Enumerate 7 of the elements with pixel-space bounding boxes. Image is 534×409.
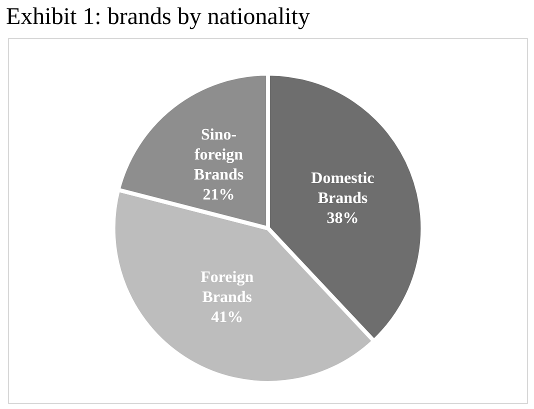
slice-label: Domestic Brands <box>311 170 374 208</box>
chart-title: Exhibit 1: brands by nationality <box>5 3 311 32</box>
slice-label: Sino-foreign Brands <box>194 126 244 184</box>
data-label: 38% <box>326 210 359 228</box>
data-label: 21% <box>202 186 235 204</box>
slice-label: Foreign Brands <box>200 268 254 306</box>
data-label: 41% <box>211 308 244 326</box>
